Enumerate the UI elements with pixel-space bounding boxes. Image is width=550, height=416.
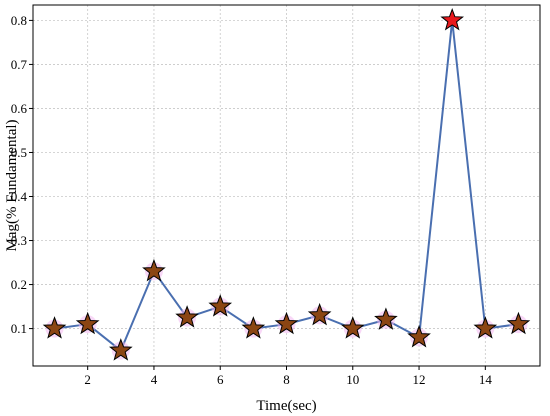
y-ticks: 0.1 0.2 0.3 0.4 0.5 0.6 0.7 0.8 <box>11 13 33 336</box>
y-tick-label: 0.3 <box>11 233 27 248</box>
y-tick-label: 0.6 <box>11 101 28 116</box>
star-marker <box>307 302 332 326</box>
grid <box>33 5 540 366</box>
star-marker <box>108 338 133 361</box>
x-tick-label: 4 <box>151 372 158 387</box>
star-marker <box>340 316 365 339</box>
star-marker <box>42 316 67 339</box>
star-marker <box>506 311 531 335</box>
y-tick-label: 0.4 <box>11 189 28 204</box>
star-marker <box>274 311 299 335</box>
y-tick-label: 0.2 <box>11 277 27 292</box>
y-tick-label: 0.5 <box>11 145 27 160</box>
x-tick-label: 6 <box>217 372 224 387</box>
x-tick-label: 14 <box>479 372 493 387</box>
y-axis-label: Mag(% Fundamental) <box>4 119 20 251</box>
x-tick-label: 8 <box>283 372 290 387</box>
star-marker <box>208 294 233 317</box>
star-marker <box>473 316 498 339</box>
markers-layer <box>42 7 531 361</box>
y-tick-label: 0.1 <box>11 321 27 336</box>
x-tick-label: 12 <box>413 372 426 387</box>
y-tick-label: 0.8 <box>11 13 27 28</box>
star-marker <box>374 307 398 330</box>
star-marker <box>175 305 199 328</box>
star-marker <box>241 316 266 339</box>
star-marker <box>75 311 100 335</box>
star-marker <box>407 324 431 348</box>
x-axis-label: Time(sec) <box>256 398 316 414</box>
x-tick-label: 2 <box>84 372 91 387</box>
y-tick-label: 0.7 <box>11 57 28 72</box>
x-ticks: 2 4 6 8 10 12 14 <box>84 366 492 387</box>
star-marker <box>440 7 465 31</box>
star-marker <box>142 258 166 282</box>
x-tick-label: 10 <box>346 372 359 387</box>
